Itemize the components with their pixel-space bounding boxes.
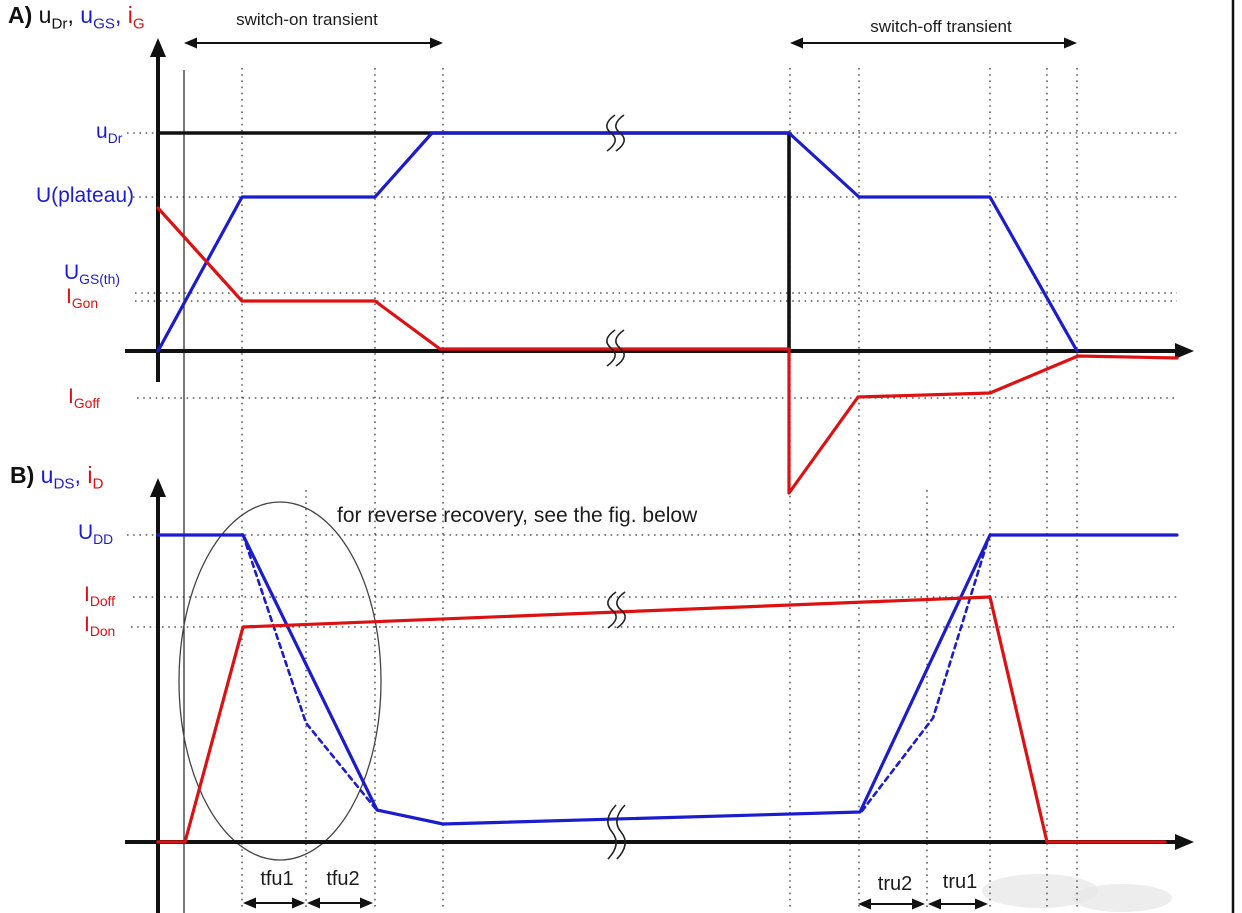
i-g-trace bbox=[156, 206, 1179, 495]
panel-a-term-ig: iG bbox=[127, 2, 145, 33]
tfu2-label: tfu2 bbox=[326, 868, 360, 890]
label-u-dr: uDr bbox=[96, 120, 123, 147]
axis-break bbox=[606, 114, 616, 152]
axis-break bbox=[607, 804, 617, 860]
label-u-gs-th: UGS(th) bbox=[64, 261, 120, 288]
span-arrow-left-head bbox=[858, 898, 871, 910]
panel-a-term-udr: uDr, bbox=[38, 2, 74, 33]
label-i-gon: IGon bbox=[66, 285, 99, 312]
watermark-smudge bbox=[1072, 884, 1172, 912]
u-ds-trace bbox=[156, 533, 1179, 826]
x-axis-arrowhead bbox=[1175, 834, 1194, 850]
axis-break bbox=[616, 591, 626, 629]
switch-off-transient-label: switch-off transient bbox=[870, 17, 1012, 36]
axis-break bbox=[616, 804, 626, 860]
tfu1-label: tfu1 bbox=[260, 868, 294, 890]
span-arrow-left-head bbox=[307, 897, 320, 909]
tru1-label: tru1 bbox=[942, 871, 978, 893]
span-arrow-left-head bbox=[184, 37, 197, 49]
u-ds-reverse-recovery-on bbox=[241, 533, 377, 810]
panel-b-prefix: B) bbox=[10, 462, 35, 488]
span-arrow-right-head bbox=[1064, 37, 1077, 49]
panel-a-term-ugs: uGS, bbox=[80, 2, 122, 33]
panel-b-title: B) uDS, iD bbox=[10, 463, 103, 493]
span-arrow-right-head bbox=[912, 898, 925, 910]
reverse-recovery-ellipse bbox=[178, 501, 382, 861]
reverse-recovery-note: for reverse recovery, see the fig. below bbox=[337, 504, 698, 527]
u-dr-drive-trace bbox=[156, 131, 791, 353]
span-arrow-left-head bbox=[928, 898, 941, 910]
axis-break bbox=[615, 329, 625, 367]
label-u-dd: UDD bbox=[78, 521, 114, 548]
label-i-goff: IGoff bbox=[68, 385, 100, 412]
y-axis-arrowhead bbox=[150, 478, 166, 497]
panel-a-title: A) uDr, uGS, iG bbox=[8, 3, 145, 33]
switch-on-transient-label: switch-on transient bbox=[236, 10, 378, 29]
span-arrow-right-head bbox=[975, 898, 988, 910]
watermark-smudge bbox=[982, 874, 1098, 908]
label-u-plateau: U(plateau) bbox=[36, 184, 135, 207]
span-arrow-right-head bbox=[430, 37, 443, 49]
label-i-doff: IDoff bbox=[84, 583, 116, 610]
axis-break bbox=[607, 591, 617, 629]
axis-break bbox=[615, 114, 625, 152]
span-arrow-right-head bbox=[360, 897, 373, 909]
panel-a-prefix: A) bbox=[8, 2, 33, 28]
axis-break bbox=[606, 329, 616, 367]
span-arrow-right-head bbox=[292, 897, 305, 909]
label-i-don: IDon bbox=[84, 613, 116, 640]
tru2-label: tru2 bbox=[877, 873, 913, 895]
y-axis-arrowhead bbox=[150, 38, 166, 57]
panel-b-term-id: iD bbox=[87, 462, 104, 493]
span-arrow-left-head bbox=[243, 897, 256, 909]
u-gs-trace bbox=[156, 131, 1079, 353]
i-d-trace bbox=[156, 595, 1167, 844]
span-arrow-left-head bbox=[790, 37, 803, 49]
panel-b-term-uds: uDS, bbox=[40, 462, 81, 493]
x-axis-arrowhead bbox=[1175, 343, 1194, 359]
